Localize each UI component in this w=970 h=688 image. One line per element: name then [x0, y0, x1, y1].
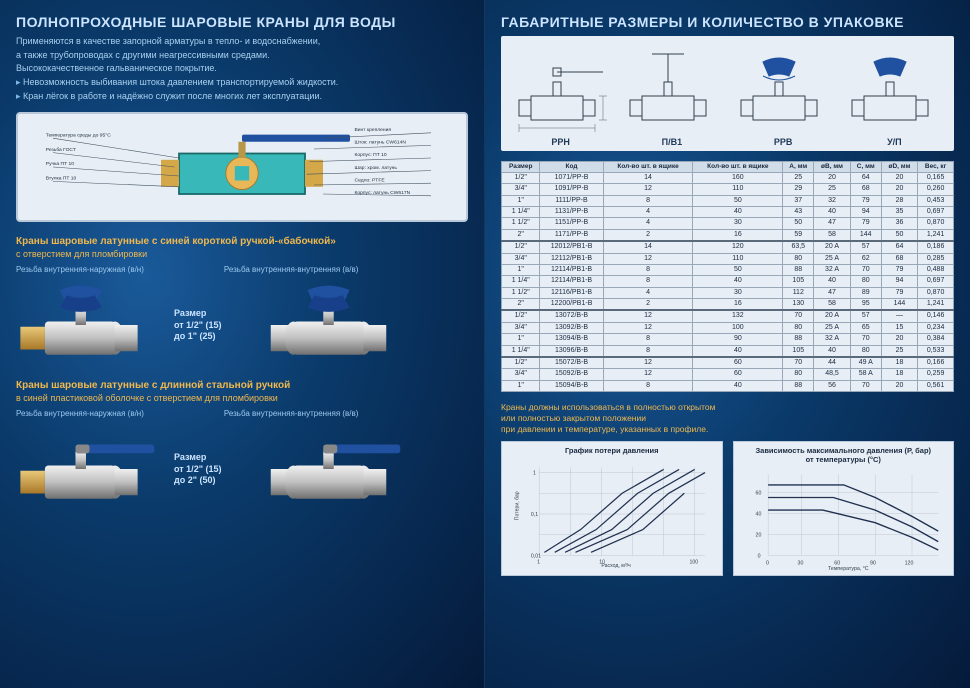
valve-lever-vn [16, 424, 156, 514]
pressure-loss-chart: График потери давления Потер [501, 441, 723, 576]
svg-text:90: 90 [870, 561, 876, 567]
right-title: ГАБАРИТНЫЕ РАЗМЕРЫ И КОЛИЧЕСТВО В УПАКОВ… [501, 14, 954, 30]
table-row: 1 1/4"12114/РВ1-В8401054080940,697 [502, 276, 954, 287]
lever-valve-row: Размер от 1/2" (15) до 2" (50) [16, 424, 468, 514]
table-row: 3/4"12112/РВ1-В121108025 A62680,285 [502, 253, 954, 264]
table-row: 3/4"1091/РР-В12110292568200,260 [502, 184, 954, 195]
cutaway-diagram: Температура среды до 95°C Резьба ГОСТ Ру… [16, 112, 468, 222]
svg-text:0: 0 [757, 554, 760, 560]
svg-text:Шар: хром. латунь: Шар: хром. латунь [355, 165, 398, 171]
svg-text:10: 10 [599, 560, 605, 566]
svg-text:100: 100 [689, 560, 698, 566]
table-row: 1 1/2"12116/РВ1-В4301124789790,870 [502, 287, 954, 298]
svg-text:Корпус: ПТ 10: Корпус: ПТ 10 [355, 153, 387, 159]
usage-note: Краны должны использоваться в полностью … [501, 402, 954, 435]
svg-text:0,01: 0,01 [531, 554, 541, 560]
table-row: 3/4"13092/В-В121008025 A65150,234 [502, 322, 954, 333]
section2-heading: Краны шаровые латунные с длинной стально… [16, 380, 468, 391]
col-header: Кол-во шт. в ящике [693, 162, 783, 173]
left-page: ПОЛНОПРОХОДНЫЕ ШАРОВЫЕ КРАНЫ ДЛЯ ВОДЫ Пр… [0, 0, 485, 688]
table-row: 1/2"13072/В-В121327020 A57—0,146 [502, 310, 954, 322]
charts-row: График потери давления Потер [501, 441, 954, 576]
size-box-1: Размер от 1/2" (15) до 1" (25) [174, 308, 244, 343]
svg-text:Ручка ПТ 10: Ручка ПТ 10 [46, 162, 74, 168]
col-header: Кол-во шт. в ящике [603, 162, 693, 173]
pressure-temp-chart: Зависимость максимального давления (Р, б… [733, 441, 955, 576]
valve-butterfly-vv [262, 280, 402, 370]
section1-heading: Краны шаровые латунные с синей короткой … [16, 236, 468, 247]
svg-text:Температура среды до 95°C: Температура среды до 95°C [46, 133, 111, 139]
table-row: 1 1/4"1131/РР-В440434094350,697 [502, 206, 954, 217]
dimension-diagrams: РРН П/В1 [501, 36, 954, 151]
right-page: ГАБАРИТНЫЕ РАЗМЕРЫ И КОЛИЧЕСТВО В УПАКОВ… [485, 0, 970, 688]
col-header: Код [540, 162, 603, 173]
svg-text:Шток: латунь CW614N: Шток: латунь CW614N [355, 140, 407, 146]
table-row: 1"1111/РР-В850373279280,453 [502, 195, 954, 206]
table-row: 1/2"15072/В-В1260704449 A180,166 [502, 357, 954, 369]
spec-table: РазмерКодКол-во шт. в ящикеКол-во шт. в … [501, 161, 954, 392]
butterfly-valve-row: Размер от 1/2" (15) до 1" (25) [16, 280, 468, 370]
col-header: øD, мм [881, 162, 917, 173]
svg-text:Потери, бар: Потери, бар [514, 492, 520, 521]
left-title: ПОЛНОПРОХОДНЫЕ ШАРОВЫЕ КРАНЫ ДЛЯ ВОДЫ [16, 14, 468, 30]
svg-text:30: 30 [797, 561, 803, 567]
valve-lever-vv [262, 424, 402, 514]
svg-text:Расход, м³/ч: Расход, м³/ч [601, 563, 631, 569]
table-row: 1 1/2"1151/РР-В430504779360,870 [502, 218, 954, 229]
table-row: 2"12200/РВ1-В21613058951441,241 [502, 299, 954, 311]
col-header: C, мм [850, 162, 881, 173]
svg-text:60: 60 [755, 491, 761, 497]
col-header: Размер [502, 162, 540, 173]
table-row: 3/4"15092/В-В12608048,558 A180,259 [502, 369, 954, 380]
svg-text:Втулка ПТ 10: Втулка ПТ 10 [46, 176, 77, 182]
table-row: 2"1171/РР-В2165958144501,241 [502, 229, 954, 241]
svg-text:20: 20 [755, 533, 761, 539]
svg-text:1: 1 [533, 471, 536, 477]
col-header: Вес, кг [918, 162, 954, 173]
table-row: 1/2"12012/РВ1-В1412063,520 A57640,186 [502, 241, 954, 253]
col-header: A, мм [783, 162, 814, 173]
svg-text:Седло: PTFE: Седло: PTFE [355, 178, 386, 184]
svg-text:40: 40 [755, 512, 761, 518]
size-box-2: Размер от 1/2" (15) до 2" (50) [174, 452, 244, 487]
table-row: 1"15094/В-В840885670200,561 [502, 380, 954, 391]
svg-text:Температура, °C: Температура, °C [828, 566, 869, 571]
svg-text:1: 1 [537, 560, 540, 566]
table-row: 1 1/4"13096/В-В8401054080250,533 [502, 345, 954, 357]
table-row: 1"12114/РВ1-В8508832 A70790,488 [502, 264, 954, 275]
intro-block: Применяются в качестве запорной арматуры… [16, 36, 468, 102]
table-row: 1"13094/В-В8908832 A70200,384 [502, 334, 954, 345]
svg-text:0,1: 0,1 [531, 512, 538, 518]
svg-text:0: 0 [766, 561, 769, 567]
svg-text:120: 120 [904, 561, 913, 567]
valve-butterfly-vn [16, 280, 156, 370]
col-header: øB, мм [814, 162, 850, 173]
svg-text:Корпус: латунь CW617N: Корпус: латунь CW617N [355, 190, 411, 196]
svg-text:Винт крепления: Винт крепления [355, 127, 392, 133]
svg-text:Резьба ГОСТ: Резьба ГОСТ [46, 147, 76, 153]
table-row: 1/2"1071/РР-В14160252064200,165 [502, 172, 954, 183]
